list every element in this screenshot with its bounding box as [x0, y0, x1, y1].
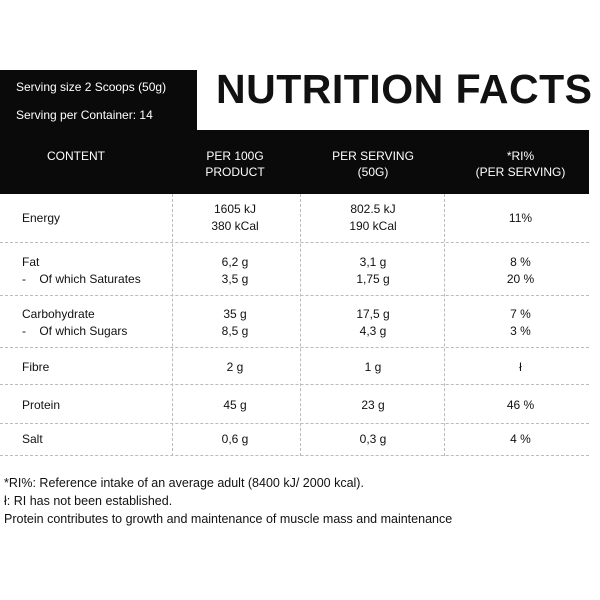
footnote-not-established: ł: RI has not been established.	[4, 494, 173, 508]
per-100g-value: 0,6 g	[221, 432, 249, 446]
page-title: NUTRITION FACTS	[216, 66, 593, 112]
table-row: Fibre 2 g 1 g ł	[0, 348, 589, 385]
table-row: Carbohydrate - Of which Sugars 35 g 8,5 …	[0, 296, 589, 348]
row-separator	[0, 242, 589, 243]
ri-value: 46 %	[506, 398, 535, 412]
ri-line1: 8 %	[510, 255, 531, 269]
ri-line2: 20 %	[506, 272, 535, 286]
column-divider	[172, 194, 173, 456]
per-100g-line2: 380 kCal	[211, 219, 259, 233]
header-per-serving-line2: (50G)	[357, 165, 389, 179]
per-serving-value: 0,3 g	[359, 432, 387, 446]
ri-line2: 3 %	[510, 324, 531, 338]
header-per-100g: PER 100G PRODUCT	[180, 148, 290, 180]
row-label-sub: - Of which Sugars	[22, 324, 128, 338]
per-serving-value: 3,1 g 1,75 g	[308, 254, 438, 288]
row-label-sub: - Of which Saturates	[22, 272, 141, 286]
per-serving-line1: 17,5 g	[356, 307, 390, 321]
row-separator	[0, 384, 589, 385]
per-serving-line1: 802.5 kJ	[350, 202, 396, 216]
header-per-serving-line1: PER SERVING	[332, 149, 414, 163]
row-label: Carbohydrate - Of which Sugars	[22, 306, 127, 340]
header-ri-line2: (PER SERVING)	[475, 165, 566, 179]
per-100g-line2: 8,5 g	[221, 324, 249, 338]
header-content-label: CONTENT	[47, 149, 105, 163]
per-serving-line2: 1,75 g	[356, 272, 390, 286]
row-separator	[0, 347, 589, 348]
serving-size: Serving size 2 Scoops (50g)	[16, 80, 167, 94]
row-separator	[0, 455, 589, 456]
per-serving-line2: 4,3 g	[359, 324, 387, 338]
per-100g-value: 35 g 8,5 g	[180, 306, 290, 340]
ri-value: 11%	[508, 211, 533, 225]
per-serving-line1: 3,1 g	[359, 255, 387, 269]
ri-value: 8 % 20 %	[452, 254, 589, 288]
per-100g-value: 6,2 g 3,5 g	[180, 254, 290, 288]
row-label: Energy	[22, 211, 61, 225]
table-row: Salt 0,6 g 0,3 g 4 %	[0, 424, 589, 456]
header-per-100g-line2: PRODUCT	[205, 165, 265, 179]
table-row: Fat - Of which Saturates 6,2 g 3,5 g 3,1…	[0, 243, 589, 296]
servings-per-container: Serving per Container: 14	[16, 108, 153, 122]
column-divider	[300, 194, 301, 456]
row-label: Protein	[22, 398, 61, 412]
per-100g-value: 1605 kJ 380 kCal	[180, 201, 290, 235]
per-100g-value: 2 g	[226, 360, 244, 374]
row-separator	[0, 423, 589, 424]
per-serving-value: 802.5 kJ 190 kCal	[308, 201, 438, 235]
column-divider	[444, 194, 445, 456]
row-label: Fat - Of which Saturates	[22, 254, 141, 288]
per-serving-value: 1 g	[364, 360, 382, 374]
per-100g-line1: 35 g	[223, 307, 247, 321]
per-100g-line2: 3,5 g	[221, 272, 249, 286]
ri-value: ł	[519, 360, 522, 374]
per-serving-line2: 190 kCal	[349, 219, 397, 233]
header-per-100g-line1: PER 100G	[206, 149, 264, 163]
footnotes: *RI%: Reference intake of an average adu…	[4, 474, 452, 528]
ri-line1: 7 %	[510, 307, 531, 321]
header-per-serving: PER SERVING (50G)	[308, 148, 438, 180]
header-ri: *RI% (PER SERVING)	[452, 148, 589, 180]
row-label-main: Carbohydrate	[22, 307, 95, 321]
table-row: Energy 1605 kJ 380 kCal 802.5 kJ 190 kCa…	[0, 194, 589, 243]
row-separator	[0, 295, 589, 296]
row-label: Salt	[22, 432, 43, 446]
serving-info-box: Serving size 2 Scoops (50g) Serving per …	[0, 70, 197, 130]
table-header: CONTENT PER 100G PRODUCT PER SERVING (50…	[0, 130, 589, 194]
per-100g-value: 45 g	[223, 398, 247, 412]
header-ri-line1: *RI%	[506, 149, 535, 163]
row-label: Fibre	[22, 360, 50, 374]
per-100g-line1: 1605 kJ	[213, 202, 257, 216]
per-serving-value: 17,5 g 4,3 g	[308, 306, 438, 340]
footnote-ri: *RI%: Reference intake of an average adu…	[4, 476, 364, 490]
per-serving-value: 23 g	[361, 398, 385, 412]
per-100g-line1: 6,2 g	[221, 255, 249, 269]
ri-value: 7 % 3 %	[452, 306, 589, 340]
header-content: CONTENT	[47, 148, 105, 164]
table-row: Protein 45 g 23 g 46 %	[0, 385, 589, 424]
ri-value: 4 %	[510, 432, 531, 446]
row-label-main: Fat	[22, 255, 40, 269]
footnote-protein-claim: Protein contributes to growth and mainte…	[4, 512, 453, 526]
